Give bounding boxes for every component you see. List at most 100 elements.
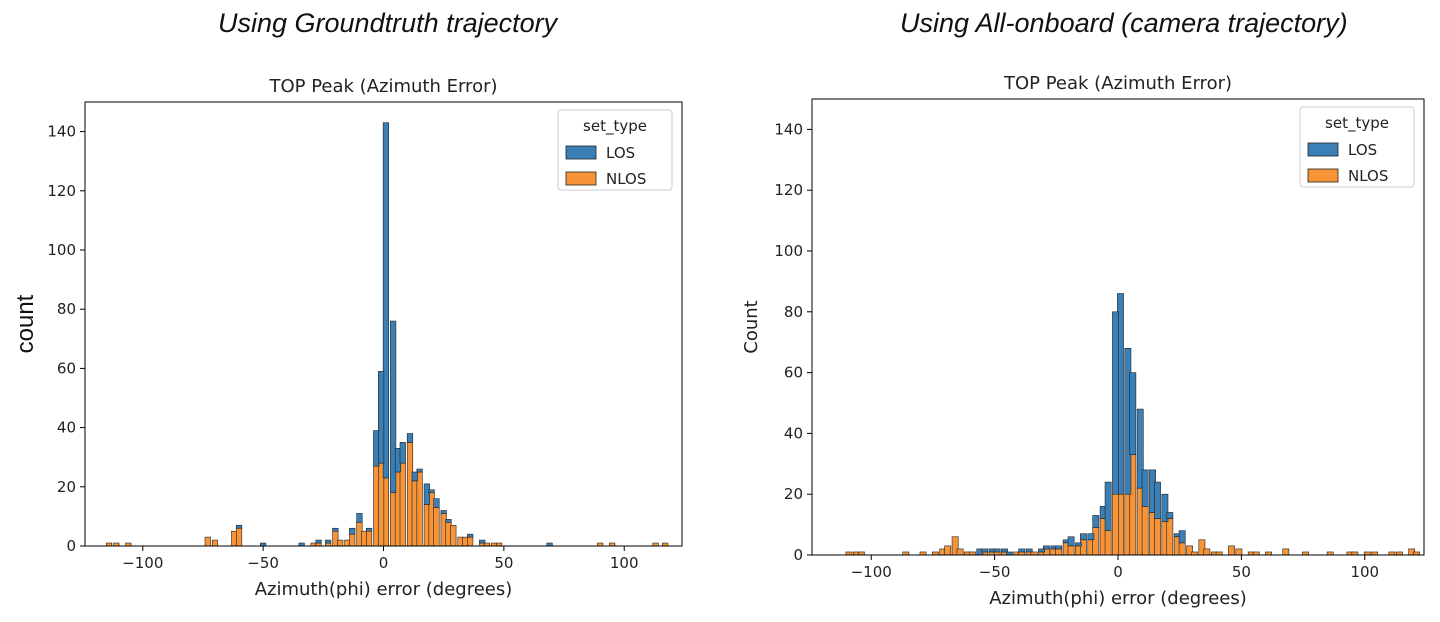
y-tick-label: 0 — [66, 537, 76, 555]
x-tick-label: 0 — [1113, 563, 1123, 581]
los-bar — [349, 527, 356, 535]
los-bar — [1178, 530, 1186, 544]
nlos-bar — [399, 462, 406, 547]
los-bar — [315, 539, 322, 544]
legend-title: set_type — [1325, 114, 1389, 133]
nlos-bar — [1055, 548, 1063, 556]
los-bar — [1001, 548, 1008, 553]
y-axis-label: Count — [741, 300, 762, 353]
nlos-bar — [1067, 545, 1075, 556]
nlos-bar — [1178, 542, 1186, 556]
chart-title: TOP Peak (Azimuth Error) — [1003, 73, 1232, 94]
legend: set_type LOS NLOS — [1299, 106, 1415, 188]
y-tick-label: 100 — [47, 241, 76, 259]
x-tick-label: 50 — [494, 554, 513, 572]
nlos-bar — [467, 536, 474, 547]
los-bar — [428, 489, 435, 494]
los-bar — [1067, 536, 1075, 547]
nlos-bar — [433, 507, 440, 547]
los-bar — [1080, 533, 1087, 541]
los-bar — [325, 539, 332, 544]
los-bar — [467, 533, 474, 538]
los-bar — [332, 527, 339, 532]
los-bar — [406, 433, 414, 443]
legend-label-los: LOS — [1348, 141, 1377, 159]
legend-box — [557, 109, 673, 191]
nlos-bar — [1235, 548, 1243, 556]
los-bar — [356, 513, 363, 523]
legend-swatch-los — [1307, 142, 1339, 157]
los-bar — [1136, 408, 1144, 489]
nlos-bar — [1141, 506, 1149, 556]
x-tick-label: −50 — [247, 554, 279, 572]
los-bar — [981, 548, 989, 553]
nlos-bar — [1080, 539, 1087, 556]
nlos-bar — [365, 530, 373, 547]
x-tick-label: −100 — [851, 563, 892, 581]
los-bar — [1154, 481, 1161, 519]
los-bar — [399, 442, 406, 464]
nlos-bar — [211, 539, 219, 547]
los-bar — [1112, 311, 1119, 495]
los-bar — [1104, 481, 1112, 531]
nlos-bar — [1166, 518, 1174, 556]
los-bar — [411, 471, 418, 482]
los-bar — [479, 539, 486, 544]
nlos-bar — [204, 536, 211, 547]
y-tick-label: 80 — [57, 300, 76, 318]
x-tick-label: −100 — [122, 554, 163, 572]
nlos-bar — [1092, 527, 1100, 556]
los-bar — [1092, 515, 1100, 528]
nlos-bar — [1203, 548, 1211, 556]
los-bar — [1018, 548, 1026, 553]
los-bar — [1141, 469, 1149, 507]
right-panel-heading: Using All-onboard (camera trajectory) — [900, 8, 1348, 38]
los-bar — [416, 468, 423, 473]
x-tick-label: 0 — [379, 554, 389, 572]
los-bar — [382, 122, 389, 479]
x-tick-label: 50 — [1232, 563, 1251, 581]
los-bar — [390, 320, 397, 494]
x-tick-label: 100 — [1350, 563, 1379, 581]
y-tick-label: 140 — [774, 120, 803, 138]
y-tick-label: 100 — [774, 242, 803, 260]
los-bar — [1055, 545, 1063, 550]
y-tick-label: 120 — [47, 182, 76, 200]
chart-title: TOP Peak (Azimuth Error) — [268, 76, 497, 97]
nlos-bar — [944, 545, 952, 556]
x-axis-label: Azimuth(phi) error (degrees) — [989, 588, 1247, 609]
nlos-bar — [1112, 493, 1119, 556]
y-tick-label: 60 — [784, 364, 803, 382]
nlos-bar — [235, 527, 243, 547]
los-bar — [440, 510, 447, 514]
los-bar — [1025, 548, 1033, 553]
legend-swatch-los — [565, 145, 597, 160]
nlos-bar — [1104, 530, 1112, 556]
legend-label-nlos: NLOS — [1348, 167, 1388, 185]
legend-swatch-nlos — [565, 171, 597, 186]
los-bar — [1161, 493, 1169, 522]
los-bar — [1043, 545, 1050, 550]
nlos-bar — [1228, 545, 1235, 556]
nlos-bar — [337, 539, 344, 547]
los-bar — [235, 524, 243, 529]
los-bar — [445, 519, 452, 523]
legend-swatch-nlos — [1307, 168, 1339, 183]
nlos-bar — [416, 471, 423, 547]
los-bar — [423, 483, 430, 505]
los-bar — [433, 498, 440, 508]
legend-label-nlos: NLOS — [606, 170, 646, 188]
y-tick-label: 40 — [57, 419, 76, 437]
chart-1: −100 −50 0 50 100 0 20 40 60 80 100 120 140 TOP Peak … — [47, 76, 683, 600]
los-bar — [1087, 533, 1095, 541]
legend-box — [1299, 106, 1415, 188]
nlos-bar — [450, 524, 457, 547]
nlos-bar — [1154, 518, 1161, 556]
los-bar — [993, 548, 1001, 553]
los-bar — [1129, 372, 1137, 455]
legend-title: set_type — [583, 117, 647, 136]
nlos-bar — [1282, 548, 1290, 556]
nlos-bar — [956, 548, 964, 556]
y-tick-label: 20 — [57, 478, 76, 496]
